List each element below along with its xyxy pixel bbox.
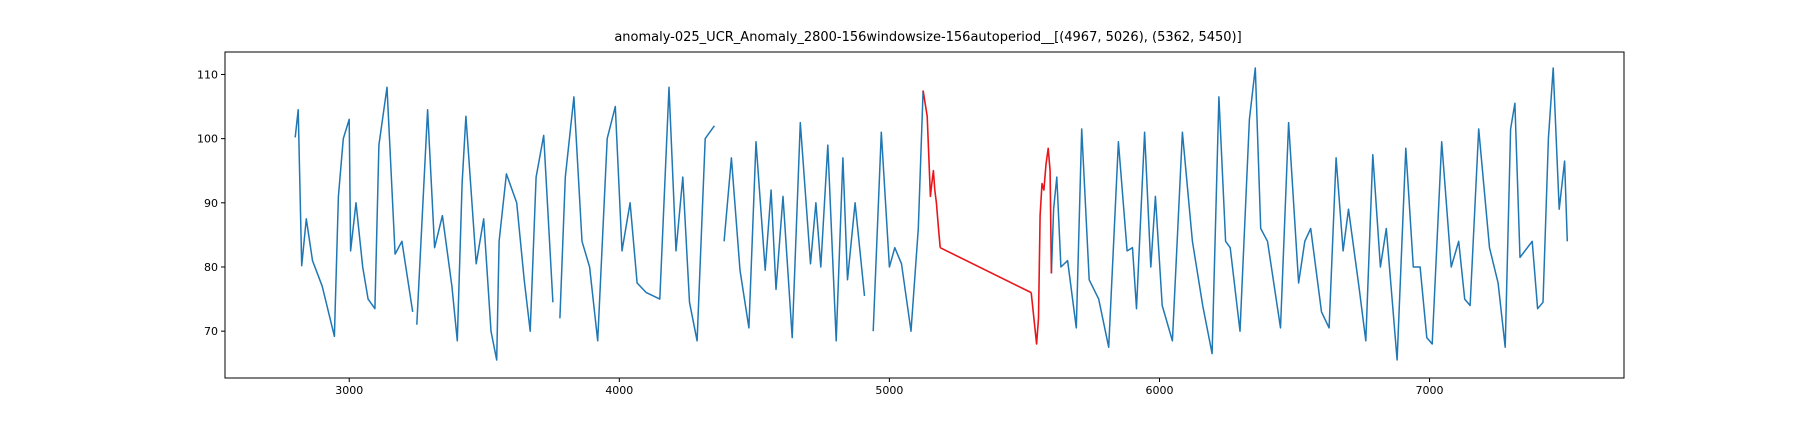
series-layer bbox=[294, 67, 1569, 361]
y-tick-label: 110 bbox=[197, 68, 218, 81]
chart-title: anomaly-025_UCR_Anomaly_2800-156windowsi… bbox=[614, 30, 1241, 45]
x-tick-label: 6000 bbox=[1145, 384, 1173, 397]
y-axis: 70 80 90 100 110 bbox=[197, 68, 225, 338]
series-line-segment-3 bbox=[723, 121, 866, 342]
x-tick-label: 3000 bbox=[335, 384, 363, 397]
anomaly-line-0 bbox=[922, 90, 941, 248]
series-line-segment-0 bbox=[294, 86, 414, 338]
plot-frame bbox=[224, 51, 1625, 379]
x-tick-label: 5000 bbox=[875, 384, 903, 397]
x-tick-label: 7000 bbox=[1416, 384, 1444, 397]
anomaly-line-1 bbox=[939, 246, 1032, 294]
x-axis: 3000 4000 5000 6000 7000 bbox=[335, 378, 1444, 397]
anomaly-layer bbox=[922, 90, 1053, 345]
series-line-segment-2 bbox=[559, 86, 716, 342]
y-tick-label: 70 bbox=[204, 325, 218, 338]
series-line-segment-1 bbox=[416, 109, 554, 361]
series-line-segment-5 bbox=[1050, 67, 1569, 361]
y-tick-label: 80 bbox=[204, 261, 218, 274]
y-tick-label: 100 bbox=[197, 133, 218, 146]
series-line-segment-4 bbox=[872, 90, 924, 332]
anomaly-line-2 bbox=[1030, 147, 1053, 345]
y-tick-label: 90 bbox=[204, 197, 218, 210]
x-tick-label: 4000 bbox=[605, 384, 633, 397]
